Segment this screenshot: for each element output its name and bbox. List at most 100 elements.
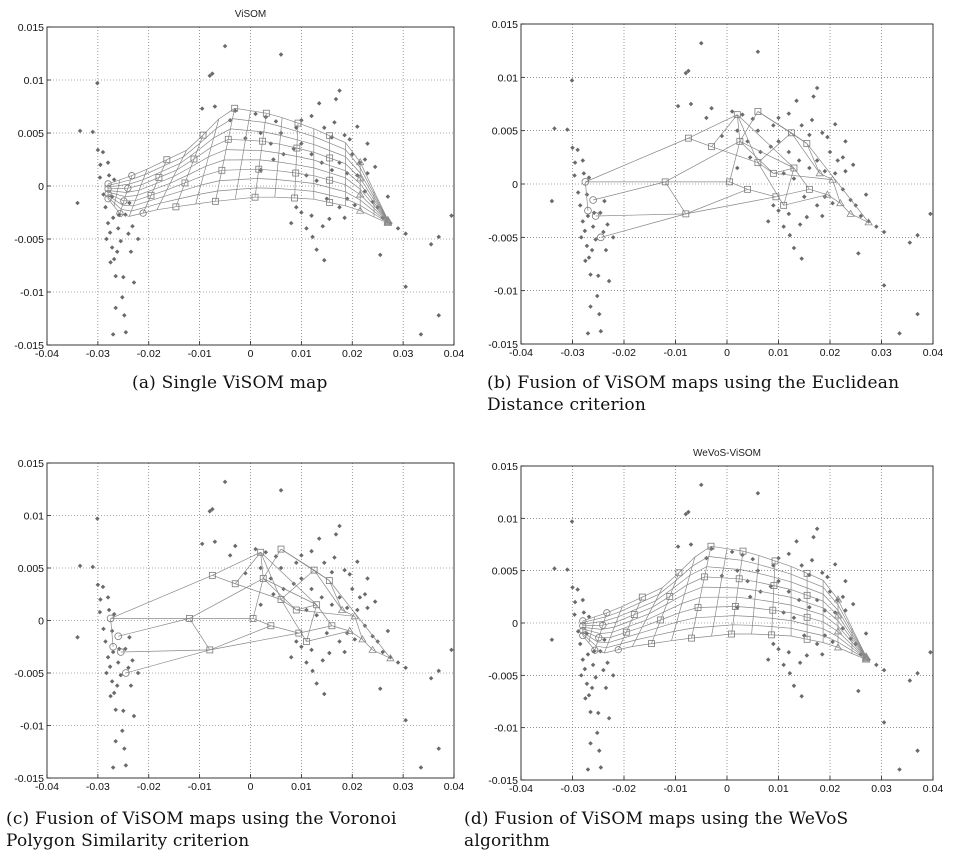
neuron-circle	[139, 209, 147, 217]
data-point	[372, 599, 378, 604]
data-point	[791, 615, 797, 621]
neuron-triangle	[358, 635, 367, 643]
y-tick-label: 0	[38, 616, 44, 628]
x-tick-label: -0.04	[35, 348, 59, 360]
y-tick-label: -0.015	[488, 339, 518, 351]
data-point	[580, 219, 586, 224]
fusion-link	[298, 625, 332, 634]
y-tick-label: -0.015	[14, 340, 44, 352]
fusion-link	[118, 618, 190, 637]
data-point	[309, 647, 314, 653]
fusion-link	[316, 604, 333, 626]
mesh-col	[631, 587, 663, 647]
data-point	[814, 85, 820, 91]
neuron-square	[262, 109, 270, 117]
data-point	[319, 595, 324, 600]
fusion-link	[739, 141, 774, 174]
neuron-square	[682, 210, 690, 218]
data-point	[610, 235, 616, 240]
x-tick-label: 0.03	[393, 781, 414, 793]
caption-c-line-2: Polygon Similarity criterion	[6, 831, 250, 851]
neuron-triangle	[383, 217, 393, 225]
neuron-triangle	[846, 209, 855, 217]
y-tick-label: 0.015	[492, 19, 518, 31]
neuron-square	[277, 596, 285, 603]
mesh-col	[119, 175, 133, 214]
neuron-square	[754, 159, 762, 167]
neuron-square	[622, 628, 630, 636]
data-point	[804, 653, 810, 658]
x-tick-label: 0.04	[923, 347, 944, 359]
fusion-link	[711, 146, 759, 163]
y-tick-label: -0.005	[14, 234, 44, 246]
fusion-link	[806, 143, 821, 174]
data-point	[278, 488, 284, 493]
data-point	[113, 738, 118, 744]
caption-b: (b) Fusion of ViSOM maps using the Eucli…	[487, 372, 899, 416]
data-point	[403, 284, 408, 289]
x-tick-label: -0.01	[188, 348, 212, 360]
neuron-circle	[116, 209, 124, 218]
neuron-square	[708, 143, 715, 151]
fusion-link	[757, 132, 792, 163]
caption-b-line-2: Distance criterion	[487, 395, 647, 415]
data-point	[337, 160, 342, 165]
neuron-triangle	[864, 218, 873, 226]
map-overlay	[104, 104, 393, 226]
data-point	[322, 125, 327, 130]
data-point	[309, 213, 314, 218]
neuron-triangle	[337, 605, 347, 613]
data-point	[907, 240, 913, 245]
neuron-triangle	[383, 216, 393, 224]
data-point	[598, 765, 604, 770]
fusion-link	[125, 649, 210, 674]
data-point	[897, 331, 902, 336]
data-point	[115, 226, 121, 231]
x-tick-label: -0.04	[509, 783, 533, 795]
map-overlay	[579, 542, 871, 663]
fusion-link	[685, 189, 748, 215]
y-tick-label: -0.005	[14, 668, 44, 680]
fusion-link	[362, 639, 373, 651]
data-point	[337, 523, 342, 529]
neuron-triangle	[386, 654, 395, 662]
neuron-triangle	[828, 175, 837, 183]
neuron-circle	[104, 190, 112, 198]
data-point	[801, 194, 807, 200]
data-point	[776, 646, 781, 652]
neuron-square	[768, 631, 776, 639]
data-point	[294, 560, 299, 566]
fusion-link	[189, 578, 264, 619]
data-point	[95, 80, 100, 86]
data-point	[595, 710, 601, 716]
data-point	[776, 208, 781, 213]
fusion-link	[688, 137, 712, 147]
y-tick-label: 0.01	[24, 75, 45, 87]
data-point	[95, 147, 101, 153]
data-point	[120, 728, 125, 734]
y-tick-label: 0.01	[24, 511, 45, 523]
data-point	[814, 597, 820, 603]
neuron-square	[295, 629, 303, 637]
fusion-link	[110, 575, 213, 619]
neuron-circle	[581, 178, 590, 186]
chart-panel-c: -0.04 -0.03 -0.02 -0.01 0 0.01 0.02 0.03 0.04 -0.…	[0, 436, 480, 798]
data-point	[436, 313, 442, 318]
caption-b-line-1: (b) Fusion of ViSOM maps using the Eucli…	[487, 373, 900, 393]
data-point	[588, 709, 593, 715]
data-point	[776, 115, 781, 121]
data-point	[337, 204, 342, 210]
fusion-link	[585, 181, 589, 211]
neuron-triangle	[833, 595, 843, 603]
fusion-link	[793, 167, 810, 190]
mesh-col	[651, 572, 680, 644]
fusion-link	[775, 188, 810, 198]
fusion-link	[252, 578, 264, 619]
neuron-square	[326, 176, 334, 184]
neuron-square	[257, 548, 265, 556]
data-point	[686, 509, 691, 515]
data-point	[580, 657, 586, 662]
neuron-square	[293, 144, 301, 152]
y-tick-label: -0.005	[488, 232, 518, 244]
neuron-square	[224, 135, 232, 143]
